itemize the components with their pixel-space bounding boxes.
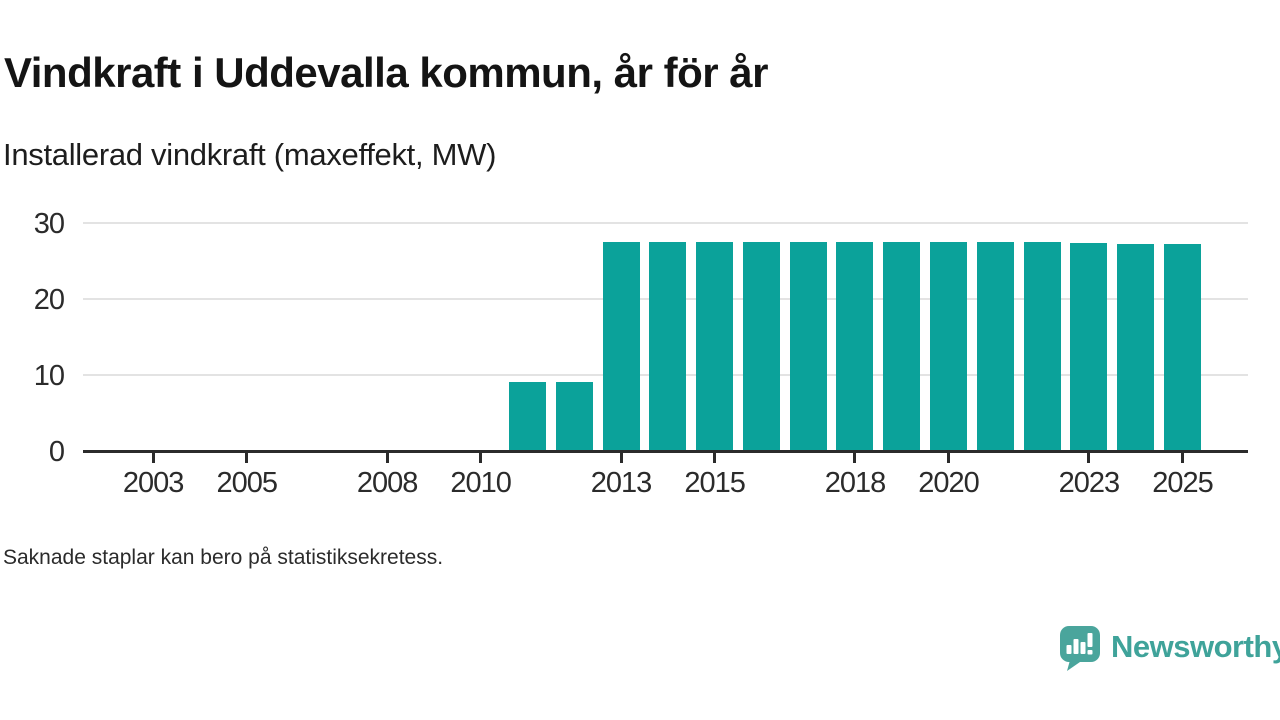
bar-2018 [836,242,874,451]
x-tick-2003 [151,452,155,463]
x-tick-label-2020: 2020 [918,467,980,499]
x-tick-label-2025: 2025 [1152,467,1214,499]
bar-2013 [602,242,640,451]
bar-2016 [742,242,780,451]
x-tick-2005 [245,452,249,463]
x-tick-label-2018: 2018 [824,467,887,499]
x-tick-label-2023: 2023 [1058,467,1121,499]
bar-2021 [976,242,1014,451]
newsworthy-speech-bubble-chart-icon [1060,626,1100,671]
bar-2024 [1117,244,1155,451]
x-tick-label-2010: 2010 [450,467,512,499]
x-tick-label-2008: 2008 [356,467,419,499]
bar-2017 [789,242,827,451]
x-tick-2023 [1087,452,1091,463]
chart-subtitle: Installerad vindkraft (maxeffekt, MW) [3,137,497,172]
newsworthy-logo-text: Newsworthy [1111,629,1280,664]
x-tick-2013 [619,452,623,463]
page-title: Vindkraft i Uddevalla kommun, år för år [4,49,768,96]
x-axis-line [83,449,1248,453]
bar-2025 [1163,244,1201,451]
x-tick-2015 [713,452,717,463]
y-tick-label-20: 20 [33,284,65,316]
bar-2012 [555,381,593,451]
x-tick-2020 [947,452,951,463]
y-tick-label-10: 10 [33,360,65,392]
x-tick-label-2005: 2005 [216,467,278,499]
x-tick-2025 [1180,452,1184,463]
bar-2011 [508,381,546,451]
chart-footnote: Saknade staplar kan bero på statistiksek… [3,546,444,569]
bar-2014 [649,242,687,451]
gridline-30 [83,222,1248,224]
bar-2015 [696,242,734,451]
x-tick-2018 [853,452,857,463]
bar-2023 [1070,242,1108,451]
x-tick-label-2015: 2015 [684,467,746,499]
y-tick-label-0: 0 [48,436,65,468]
x-tick-2008 [385,452,389,463]
x-tick-label-2013: 2013 [590,467,653,499]
newsworthy-logo: Newsworthy [1060,626,1280,671]
bar-2020 [930,242,968,451]
x-tick-2010 [479,452,483,463]
y-tick-label-30: 30 [33,208,65,240]
x-tick-label-2003: 2003 [122,467,185,499]
bar-2019 [883,242,921,451]
bar-2022 [1023,242,1061,451]
